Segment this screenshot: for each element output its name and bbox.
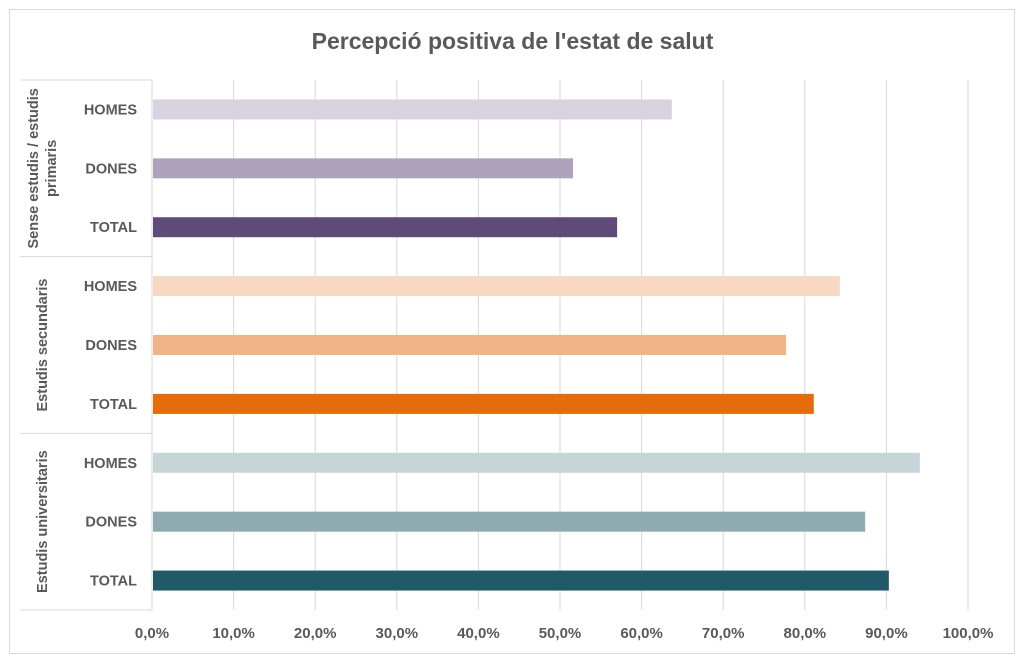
group-label: Estudis universitaris [35, 450, 51, 593]
bar [153, 452, 920, 473]
group-label: Estudis secundaris [35, 279, 51, 412]
category-label: HOMES [84, 456, 138, 472]
x-tick-label: 60,0% [620, 625, 663, 642]
group-label: primaris [44, 140, 60, 197]
x-tick-label: 40,0% [457, 625, 500, 642]
x-tick-label: 90,0% [865, 625, 908, 642]
category-label: TOTAL [90, 220, 137, 236]
group-label: Sense estudis / estudis [26, 88, 42, 248]
bar [153, 335, 787, 355]
x-tick-label: 100,0% [943, 625, 994, 642]
x-tick-label: 20,0% [294, 625, 337, 642]
bar [153, 158, 574, 179]
bar [153, 217, 618, 238]
x-tick-label: 70,0% [702, 625, 745, 642]
chart-title: Percepció positiva de l'estat de salut [311, 28, 714, 54]
x-tick-label: 10,0% [212, 625, 255, 642]
chart-frame [9, 9, 1015, 654]
x-tick-label: 30,0% [376, 625, 419, 642]
x-tick-label: 0,0% [135, 625, 169, 642]
category-label: DONES [85, 515, 137, 531]
bar [153, 511, 866, 532]
bar [153, 393, 814, 414]
category-label: DONES [85, 338, 137, 354]
bar [153, 570, 889, 591]
category-label: DONES [85, 161, 137, 177]
category-label: HOMES [84, 279, 138, 295]
bar [153, 99, 672, 120]
category-label: HOMES [84, 102, 138, 118]
category-label: TOTAL [90, 397, 137, 413]
x-tick-label: 80,0% [784, 625, 827, 642]
category-label: TOTAL [90, 574, 137, 590]
bar [153, 276, 840, 297]
x-tick-label: 50,0% [539, 625, 582, 642]
